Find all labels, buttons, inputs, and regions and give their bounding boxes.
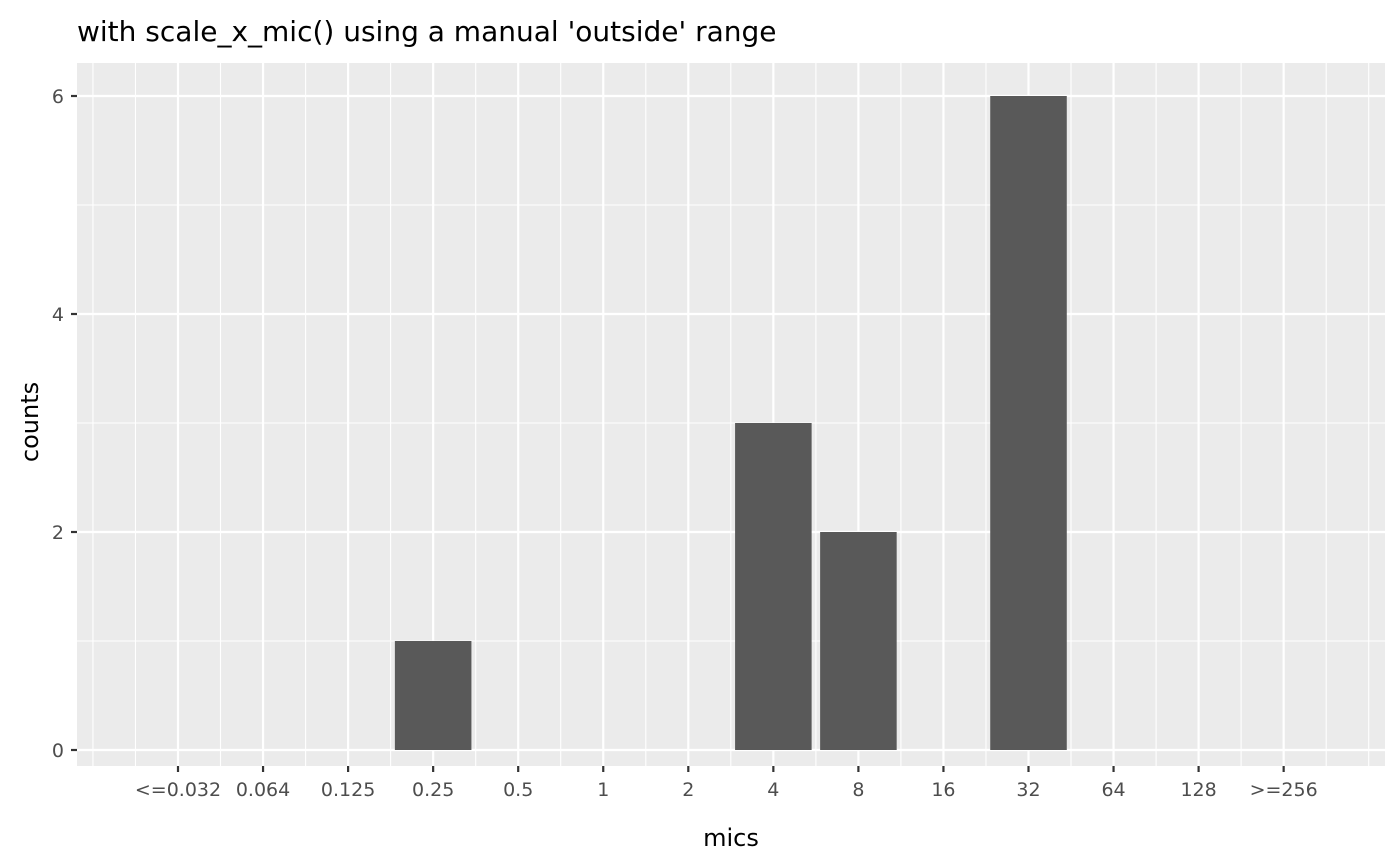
y-tick-label: 2: [52, 522, 64, 544]
x-tick-label: 0.064: [236, 779, 290, 801]
chart-title: with scale_x_mic() using a manual 'outsi…: [77, 15, 777, 48]
bars: [394, 96, 1067, 750]
x-tick-label: 64: [1101, 779, 1125, 801]
x-tick-label: 0.5: [503, 779, 533, 801]
bar-32: [990, 96, 1067, 750]
x-tick-label: <=0.032: [135, 779, 221, 801]
x-tick-label: 8: [852, 779, 864, 801]
y-axis-label: counts: [16, 382, 44, 462]
y-tick-label: 4: [52, 304, 64, 326]
bar-8: [820, 532, 897, 750]
x-tick-label: 0.25: [412, 779, 454, 801]
x-tick-label: 2: [682, 779, 694, 801]
x-tick-label: 0.125: [321, 779, 375, 801]
y-tick-label: 0: [52, 740, 64, 762]
x-tick-label: 4: [767, 779, 779, 801]
x-tick-label: 128: [1180, 779, 1216, 801]
y-tick-label: 6: [52, 86, 64, 108]
x-axis: <=0.032 0.064 0.125 0.25 0.5 1 2 4 8 16 32 64 128 >=2…: [135, 766, 1318, 801]
x-axis-label: mics: [703, 824, 759, 852]
x-tick-label: 1: [597, 779, 609, 801]
x-tick-label: 32: [1016, 779, 1040, 801]
y-axis: 0 2 4 6: [52, 86, 77, 762]
bar-0.25: [394, 641, 472, 750]
x-tick-label: 16: [931, 779, 955, 801]
bar-4: [735, 423, 812, 750]
x-tick-label: >=256: [1250, 779, 1318, 801]
